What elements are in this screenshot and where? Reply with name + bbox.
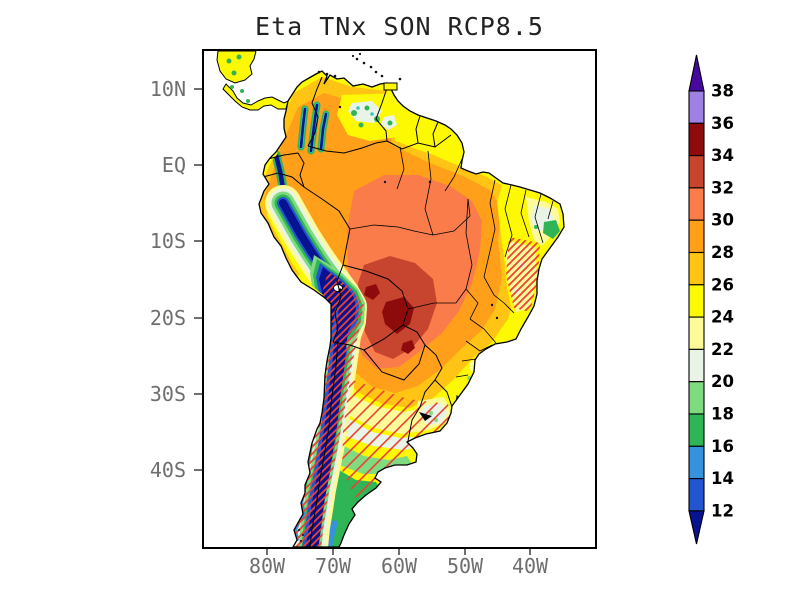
lon-tick: [266, 549, 268, 555]
lat-label: 40S: [149, 458, 186, 482]
antilles-islands: [317, 52, 402, 81]
lat-tick: [194, 317, 203, 319]
map-plot-area: [202, 49, 597, 549]
lon-label: 40W: [511, 554, 549, 578]
colorbar-label: 20: [711, 372, 734, 391]
state-borders: [349, 146, 554, 378]
colorbar-cell: [688, 187, 705, 221]
lat-tick: [194, 393, 203, 395]
trinidad-island: [383, 82, 398, 91]
ne-green-dot: [534, 225, 538, 229]
lon-label: 60W: [380, 554, 418, 578]
lat-label: 10S: [149, 229, 186, 253]
colorbar-cell: [688, 90, 705, 124]
lon-label: 80W: [248, 554, 286, 578]
ne-green: [543, 220, 560, 239]
lat-label: 20S: [149, 306, 186, 330]
lon-tick: [398, 549, 400, 555]
lon-tick: [529, 549, 531, 555]
colorbar-cell: [688, 478, 705, 512]
colorbar-label: 14: [711, 469, 734, 488]
figure-title: Eta TNx SON RCP8.5: [255, 12, 544, 41]
country-borders: [262, 76, 554, 547]
lon-tick: [464, 549, 466, 555]
lon-label: 50W: [446, 554, 484, 578]
colorbar-top-arrow: [688, 54, 705, 92]
lat-tick: [194, 164, 203, 166]
colorbar-cell: [688, 219, 705, 254]
central-america-green: [226, 54, 250, 103]
colorbar-label: 36: [711, 114, 734, 133]
colorbar-label: 12: [711, 501, 734, 520]
south-america-map: [216, 50, 565, 548]
colorbar-cell: [688, 316, 705, 350]
lat-tick: [194, 240, 203, 242]
lat-label: 10N: [149, 77, 186, 101]
colorbar-label: 24: [711, 308, 734, 327]
colorbar-label: 34: [711, 146, 734, 165]
colorbar: 38 36 34 32 30 28 26 24 22 20 18 16 14 1…: [688, 54, 734, 545]
colorbar-cell: [688, 445, 705, 480]
colorbar-cell: [688, 122, 705, 157]
colorbar-label: 28: [711, 243, 734, 262]
colorbar-label: 32: [711, 178, 734, 197]
colorbar-bottom-arrow: [688, 510, 705, 545]
lat-label: EQ: [161, 153, 186, 177]
lon-tick: [332, 549, 334, 555]
pampas-hatching: [342, 379, 452, 498]
colorbar-cell: [688, 155, 705, 189]
andes-ecuador: [271, 150, 288, 193]
lon-label: 70W: [314, 554, 352, 578]
colorbar-label: 38: [711, 82, 734, 101]
colorbar-cell: [688, 381, 705, 415]
highlands-green-spots: [351, 105, 393, 128]
colorbar-cell: [688, 348, 705, 383]
lat-label: 30S: [149, 382, 186, 406]
colorbar-cell: [688, 251, 705, 286]
colorbar-label: 30: [711, 211, 734, 230]
colorbar-cell: [688, 284, 705, 318]
ne-hatching: [506, 237, 540, 312]
colorbar-cell: [688, 413, 705, 447]
colorbar-label: 16: [711, 437, 734, 456]
coastlines: [216, 50, 565, 548]
highlands-teal-spots: [356, 106, 374, 116]
colorbar-label: 22: [711, 340, 734, 359]
field-34-36: [364, 284, 415, 354]
lat-tick: [194, 469, 203, 471]
lat-tick: [194, 88, 203, 90]
colorbar-label: 18: [711, 405, 734, 424]
colorbar-label: 26: [711, 275, 734, 294]
